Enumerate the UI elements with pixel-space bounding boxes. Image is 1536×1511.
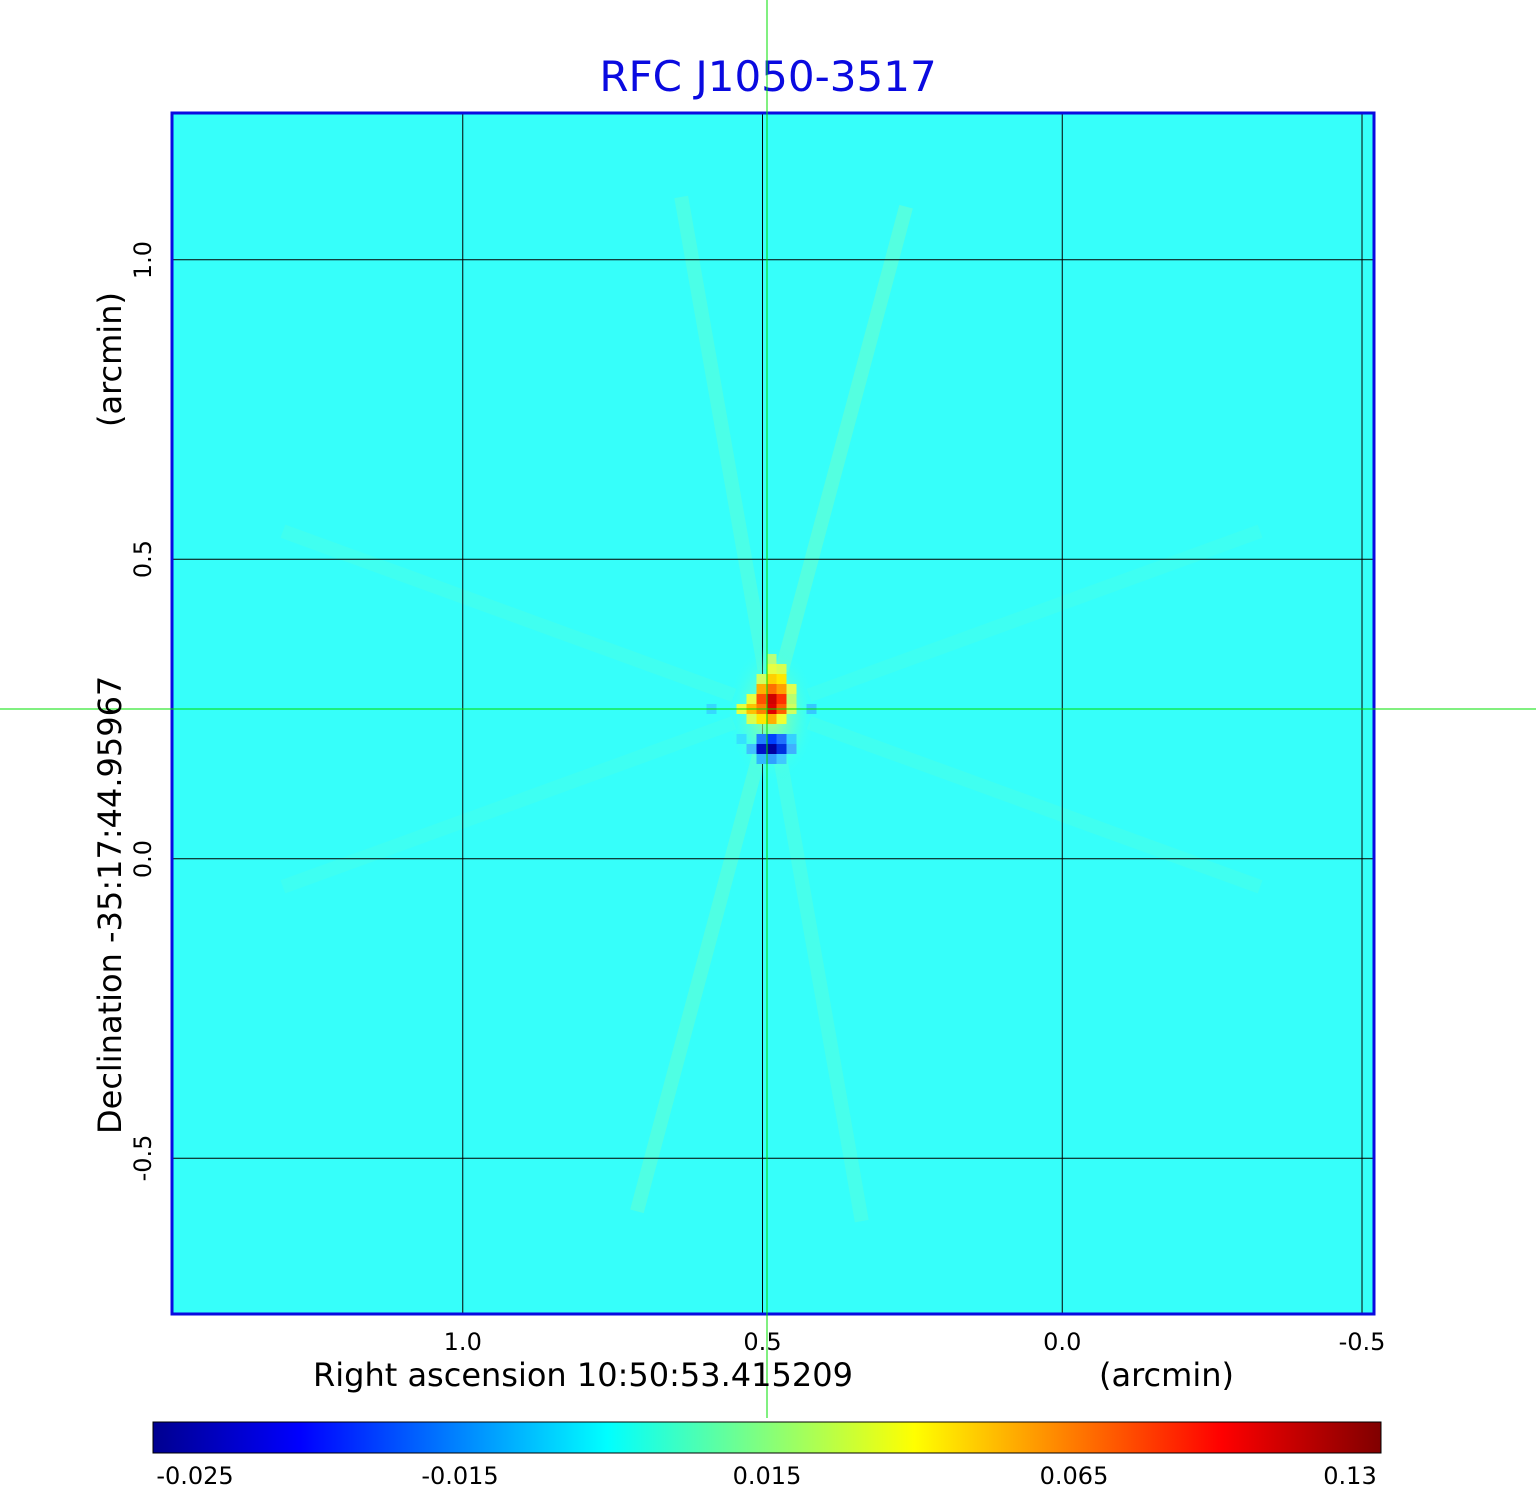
- sidelobe-streak: [280, 524, 737, 702]
- emission-pixel: [776, 754, 787, 765]
- y-tick-label: 0.5: [129, 540, 157, 579]
- x-tick-label: -0.5: [1338, 1328, 1386, 1356]
- emission-pixel: [756, 744, 767, 755]
- sidelobe-streaks: [280, 195, 1263, 1223]
- emission-pixel: [786, 694, 797, 705]
- emission-pixel: [776, 684, 787, 695]
- emission-pixel: [746, 714, 757, 725]
- emission-pixel: [776, 744, 787, 755]
- sidelobe-streak: [775, 204, 913, 673]
- emission-pixel: [786, 684, 797, 695]
- emission-pixel: [786, 734, 797, 745]
- emission-pixel: [746, 744, 757, 755]
- emission-pixel: [776, 664, 787, 675]
- coordinate-grid: [172, 113, 1374, 1314]
- emission-pixel: [776, 734, 787, 745]
- colorbar-tick-label: -0.025: [156, 1462, 234, 1490]
- emission-pixel: [766, 734, 777, 745]
- emission-pixel: [756, 674, 767, 685]
- y-axis-unit: (arcmin): [91, 292, 129, 427]
- x-axis-label: Right ascension 10:50:53.415209: [313, 1356, 853, 1394]
- emission-pixel: [786, 744, 797, 755]
- colorbar-tick-label: -0.015: [421, 1462, 499, 1490]
- emission-pixel: [736, 734, 747, 745]
- x-tick-label: 0.0: [1043, 1328, 1082, 1356]
- x-tick-label: 0.5: [743, 1328, 782, 1356]
- sidelobe-streak: [280, 716, 737, 894]
- x-axis-unit: (arcmin): [1099, 1356, 1234, 1394]
- y-tick-label: 0.0: [129, 839, 157, 878]
- emission-pixel: [756, 734, 767, 745]
- emission-pixel: [766, 664, 777, 675]
- colorbar-tick-label: 0.015: [732, 1462, 802, 1490]
- emission-pixel: [756, 684, 767, 695]
- emission-pixel: [756, 694, 767, 705]
- sidelobe-streak: [674, 195, 772, 671]
- emission-pixel: [756, 714, 767, 725]
- emission-pixel: [776, 694, 787, 705]
- chart-title: RFC J1050-3517: [599, 52, 937, 101]
- sidelobe-streak: [771, 747, 869, 1223]
- plot-frame: [170, 111, 1376, 1316]
- emission-pixel: [776, 674, 787, 685]
- y-tick-label: -0.5: [129, 1134, 157, 1182]
- colorbar: [152, 1421, 1382, 1454]
- emission-pixel: [766, 654, 777, 665]
- emission-pixel: [766, 754, 777, 765]
- emission-pixel: [746, 694, 757, 705]
- emission-pixel: [756, 754, 767, 765]
- emission-pixel: [766, 714, 777, 725]
- emission-pixel: [766, 744, 777, 755]
- y-axis-label: Declination -35:17:44.95967: [91, 675, 129, 1134]
- sidelobe-streak: [806, 716, 1263, 894]
- sidelobe-streak: [806, 524, 1263, 702]
- sidelobe-streak: [630, 745, 768, 1214]
- emission-pixel: [766, 694, 777, 705]
- emission-pixel: [766, 674, 777, 685]
- emission-pixel: [776, 714, 787, 725]
- emission-pixel: [766, 684, 777, 695]
- x-tick-label: 1.0: [443, 1328, 482, 1356]
- colorbar-tick-label: 0.13: [1323, 1462, 1377, 1490]
- colorbar-tick-label: 0.065: [1039, 1462, 1109, 1490]
- y-tick-label: 1.0: [129, 240, 157, 279]
